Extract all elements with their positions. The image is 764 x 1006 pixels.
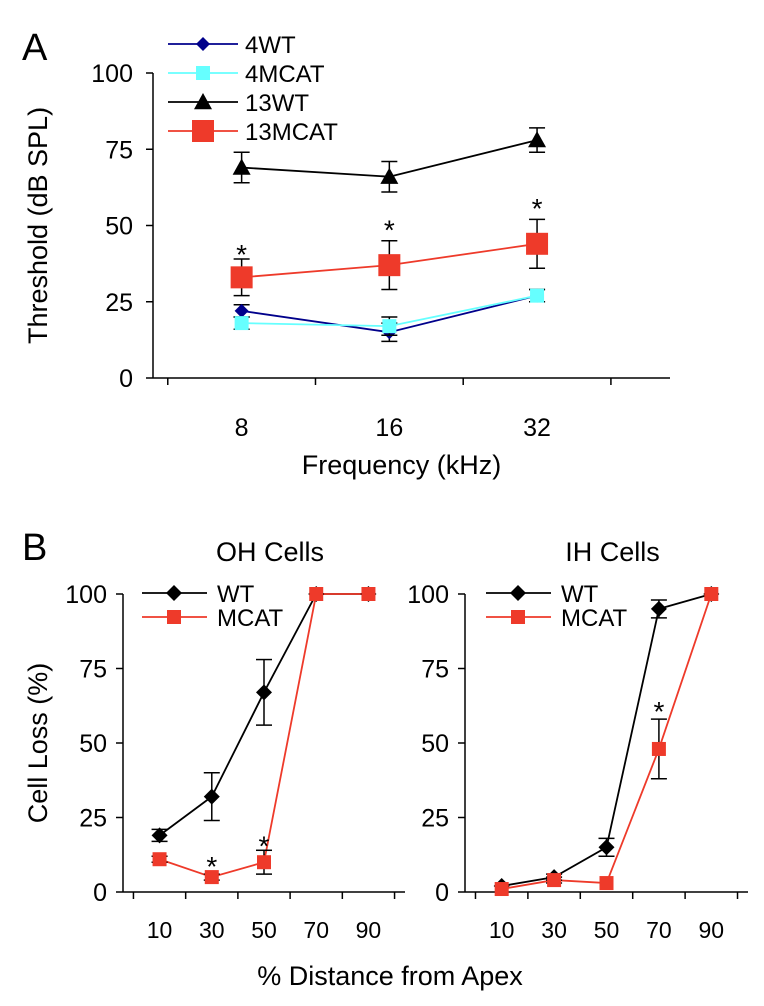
data-point-13MCAT (378, 254, 401, 277)
data-point-WT (203, 788, 220, 805)
significance-star: * (384, 215, 395, 246)
data-point-13WT (380, 167, 399, 184)
x-tick-label: 30 (199, 917, 225, 943)
y-axis-label: Threshold (dB SPL) (23, 107, 53, 344)
x-tick-label: 32 (523, 414, 551, 442)
y-axis-label: Cell Loss (%) (23, 663, 53, 824)
x-tick-label: 30 (541, 917, 567, 943)
legend-marker-MCAT (511, 610, 525, 624)
significance-star: * (259, 830, 270, 861)
x-tick-label: 50 (594, 917, 620, 943)
y-tick-label: 100 (65, 581, 107, 609)
data-point-MCAT (547, 873, 562, 888)
y-tick-label: 50 (105, 213, 133, 241)
data-point-MCAT (309, 587, 324, 601)
chart-title: IH Cells (565, 537, 660, 567)
data-point-WT (598, 839, 615, 856)
x-tick-label: 10 (147, 917, 173, 943)
data-point-MCAT (651, 741, 666, 756)
data-point-MCAT (361, 587, 376, 601)
legend-label-4WT: 4WT (245, 32, 296, 59)
y-tick-label: 75 (79, 656, 107, 684)
data-point-MCAT (494, 882, 509, 897)
x-tick-label: 90 (699, 917, 725, 943)
significance-star: * (236, 239, 247, 270)
x-tick-label: 50 (251, 917, 277, 943)
x-axis-label: % Distance from Apex (257, 961, 523, 991)
significance-star: * (653, 696, 664, 727)
data-point-MCAT (599, 876, 614, 891)
data-point-MCAT (152, 852, 167, 867)
x-tick-label: 70 (646, 917, 672, 943)
data-point-WT (650, 600, 667, 617)
x-axis-label: Frequency (kHz) (302, 450, 502, 480)
legend-label-13MCAT: 13MCAT (245, 119, 338, 146)
data-point-MCAT (204, 870, 219, 885)
data-point-MCAT (704, 587, 719, 601)
data-point-13WT (232, 158, 251, 175)
x-tick-label: 8 (235, 414, 249, 442)
data-point-13MCAT (230, 266, 253, 289)
legend-marker-4WT (196, 37, 210, 51)
data-point-4WT (234, 303, 249, 318)
y-tick-label: 50 (79, 730, 107, 758)
legend-marker-WT (510, 585, 526, 601)
data-point-4MCAT (530, 288, 545, 303)
y-tick-label: 75 (421, 656, 449, 684)
y-tick-label: 0 (93, 879, 107, 907)
x-tick-label: 10 (489, 917, 515, 943)
y-tick-label: 100 (407, 581, 449, 609)
x-tick-label: 70 (303, 917, 329, 943)
y-tick-label: 0 (119, 365, 133, 393)
x-tick-label: 16 (375, 414, 403, 442)
legend-label-MCAT: MCAT (217, 605, 284, 632)
x-tick-label: 90 (356, 917, 382, 943)
data-point-MCAT (257, 855, 271, 870)
data-point-WT (256, 684, 272, 701)
panel-label-a: A (22, 27, 48, 69)
data-point-4MCAT (234, 316, 249, 331)
panel-a-chart: A 0 25 50 75 100 8 16 32 Frequency (kHz) Threshold… (22, 27, 670, 480)
y-tick-label: 100 (91, 60, 133, 88)
data-point-4MCAT (382, 319, 397, 334)
chart-title: OH Cells (216, 537, 324, 567)
legend-label-WT: WT (217, 581, 255, 608)
y-tick-label: 75 (105, 136, 133, 164)
y-tick-label: 0 (435, 879, 449, 907)
y-tick-label: 50 (421, 730, 449, 758)
legend-label-13WT: 13WT (245, 90, 309, 117)
legend-marker-4MCAT (196, 66, 210, 80)
data-point-13WT (528, 131, 547, 148)
data-point-WT (151, 827, 168, 844)
significance-star: * (532, 193, 543, 224)
y-tick-label: 25 (79, 805, 107, 833)
y-tick-label: 25 (421, 805, 449, 833)
data-point-13MCAT (526, 232, 549, 255)
legend-label-MCAT: MCAT (561, 605, 628, 632)
legend-marker-MCAT (167, 610, 181, 624)
panel-label-b: B (22, 527, 47, 569)
legend-label-WT: WT (561, 581, 599, 608)
legend-label-4MCAT: 4MCAT (245, 61, 325, 88)
legend-marker-13MCAT (192, 120, 214, 142)
legend-marker-13WT (194, 93, 212, 110)
legend-marker-WT (166, 585, 182, 601)
y-tick-label: 25 (105, 289, 133, 317)
significance-star: * (206, 851, 217, 882)
